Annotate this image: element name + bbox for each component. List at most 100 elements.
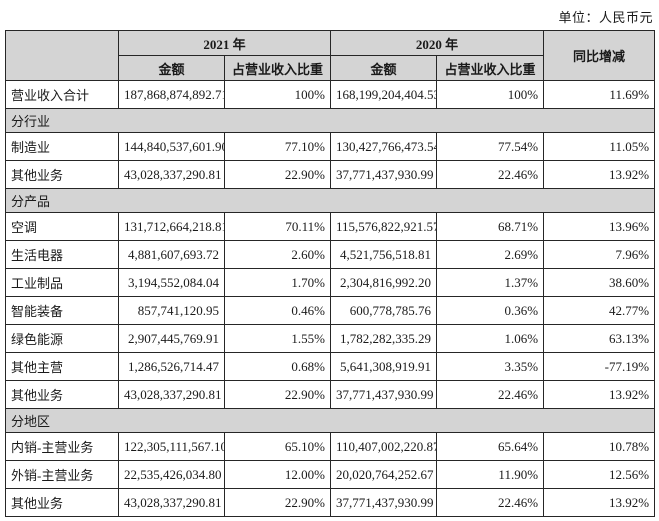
table-row: 其他主营 1,286,526,714.47 0.68% 5,641,308,919.9… bbox=[5, 352, 656, 381]
table-row: 其他业务 43,028,337,290.81 22.90% 37,771,437,93… bbox=[5, 380, 656, 409]
share-2021: 2.60% bbox=[223, 240, 332, 269]
yoy-change: 63.13% bbox=[543, 324, 656, 353]
yoy-change: 12.56% bbox=[543, 460, 656, 489]
unit-label: 单位：人民币元 bbox=[558, 10, 653, 25]
amount-2020: 115,576,822,921.57 bbox=[330, 212, 438, 241]
yoy-change: 38.60% bbox=[543, 268, 656, 297]
section-label: 分产品 bbox=[4, 188, 656, 213]
table-row: 其他业务 43,028,337,290.81 22.90% 37,771,437,93… bbox=[5, 488, 656, 517]
header-amount-2020: 金额 bbox=[330, 55, 438, 81]
yoy-change: 11.05% bbox=[543, 132, 656, 161]
header-year-2021: 2021 年 bbox=[117, 30, 332, 56]
share-2021: 22.90% bbox=[223, 380, 332, 409]
share-2020: 22.46% bbox=[436, 488, 545, 517]
share-2021: 1.55% bbox=[223, 324, 332, 353]
share-2021: 65.10% bbox=[223, 432, 332, 461]
amount-2021: 3,194,552,084.04 bbox=[118, 268, 225, 297]
yoy-change: -77.19% bbox=[543, 352, 656, 381]
amount-2021: 131,712,664,218.81 bbox=[118, 212, 225, 241]
share-2020: 1.37% bbox=[436, 268, 545, 297]
header-share-2021: 占营业收入比重 bbox=[223, 55, 332, 81]
row-label: 空调 bbox=[5, 212, 119, 241]
share-2021: 12.00% bbox=[223, 460, 332, 489]
table-row: 空调 131,712,664,218.81 70.11% 115,576,822,92… bbox=[5, 212, 656, 241]
row-label: 内销-主营业务 bbox=[5, 432, 119, 461]
section-label: 分地区 bbox=[4, 408, 656, 433]
share-2021: 1.70% bbox=[223, 268, 332, 297]
header-row-subcolumns: 金额 占营业收入比重 金额 占营业收入比重 bbox=[6, 55, 655, 81]
amount-2021: 144,840,537,601.90 bbox=[118, 132, 225, 161]
share-2021: 22.90% bbox=[223, 160, 332, 189]
amount-2021: 4,881,607,693.72 bbox=[118, 240, 225, 269]
share-2020: 0.36% bbox=[436, 296, 545, 325]
table-row: 营业收入合计 187,868,874,892.71 100% 168,199,204,… bbox=[5, 80, 656, 109]
row-label: 生活电器 bbox=[5, 240, 119, 269]
header-row-groups: 2021 年 2020 年 同比增减 bbox=[5, 30, 656, 81]
amount-2021: 43,028,337,290.81 bbox=[118, 488, 225, 517]
row-label: 营业收入合计 bbox=[5, 80, 119, 109]
amount-2021: 43,028,337,290.81 bbox=[118, 160, 225, 189]
yoy-change: 10.78% bbox=[543, 432, 656, 461]
amount-2021: 857,741,120.95 bbox=[118, 296, 225, 325]
share-2021: 70.11% bbox=[223, 212, 332, 241]
amount-2021: 187,868,874,892.71 bbox=[118, 80, 225, 109]
share-2020: 3.35% bbox=[436, 352, 545, 381]
amount-2020: 110,407,002,220.87 bbox=[330, 432, 438, 461]
section-row: 分行业 bbox=[4, 108, 656, 133]
table-row: 外销-主营业务 22,535,426,034.80 12.00% 20,020,764… bbox=[5, 460, 656, 489]
amount-2020: 37,771,437,930.99 bbox=[330, 488, 438, 517]
row-label: 其他业务 bbox=[5, 160, 119, 189]
amount-2020: 2,304,816,992.20 bbox=[330, 268, 438, 297]
amount-2021: 43,028,337,290.81 bbox=[118, 380, 225, 409]
yoy-change: 7.96% bbox=[543, 240, 656, 269]
yoy-change: 13.96% bbox=[543, 212, 656, 241]
yoy-change: 42.77% bbox=[543, 296, 656, 325]
amount-2020: 37,771,437,930.99 bbox=[330, 160, 438, 189]
amount-2020: 130,427,766,473.54 bbox=[330, 132, 438, 161]
table-row: 内销-主营业务 122,305,111,567.10 65.10% 110,407,0… bbox=[5, 432, 656, 461]
table-row: 智能装备 857,741,120.95 0.46% 600,778,785.76 0.3… bbox=[5, 296, 656, 325]
row-label: 制造业 bbox=[5, 132, 119, 161]
share-2020: 77.54% bbox=[436, 132, 545, 161]
amount-2021: 1,286,526,714.47 bbox=[118, 352, 225, 381]
amount-2021: 22,535,426,034.80 bbox=[118, 460, 225, 489]
amount-2020: 600,778,785.76 bbox=[330, 296, 438, 325]
table-body: 营业收入合计 187,868,874,892.71 100% 168,199,204,… bbox=[4, 80, 656, 517]
row-label: 智能装备 bbox=[5, 296, 119, 325]
share-2021: 0.68% bbox=[223, 352, 332, 381]
amount-2021: 122,305,111,567.10 bbox=[118, 432, 225, 461]
share-2020: 2.69% bbox=[436, 240, 545, 269]
header-amount-2021: 金额 bbox=[118, 55, 225, 81]
row-label: 其他业务 bbox=[5, 380, 119, 409]
amount-2020: 37,771,437,930.99 bbox=[330, 380, 438, 409]
share-2021: 77.10% bbox=[223, 132, 332, 161]
share-2020: 11.90% bbox=[436, 460, 545, 489]
amount-2020: 168,199,204,404.53 bbox=[330, 80, 438, 109]
table-row: 制造业 144,840,537,601.90 77.10% 130,427,766,4… bbox=[5, 132, 656, 161]
amount-2021: 2,907,445,769.91 bbox=[118, 324, 225, 353]
share-2020: 1.06% bbox=[436, 324, 545, 353]
header-yoy-change: 同比增减 bbox=[543, 30, 656, 81]
header-share-2020: 占营业收入比重 bbox=[436, 55, 545, 81]
section-row: 分产品 bbox=[4, 188, 656, 213]
yoy-change: 11.69% bbox=[543, 80, 656, 109]
table-row: 生活电器 4,881,607,693.72 2.60% 4,521,756,518.8… bbox=[5, 240, 656, 269]
section-label: 分行业 bbox=[4, 108, 656, 133]
share-2020: 22.46% bbox=[436, 160, 545, 189]
table-header: 2021 年 2020 年 同比增减 金额 占营业收入比重 金额 占营业收入比重 bbox=[5, 30, 656, 81]
section-row: 分地区 bbox=[4, 408, 656, 433]
table-row: 绿色能源 2,907,445,769.91 1.55% 1,782,282,335.2… bbox=[5, 324, 656, 353]
row-label: 工业制品 bbox=[5, 268, 119, 297]
table-row: 工业制品 3,194,552,084.04 1.70% 2,304,816,992.2… bbox=[5, 268, 656, 297]
share-2020: 65.64% bbox=[436, 432, 545, 461]
row-label: 外销-主营业务 bbox=[5, 460, 119, 489]
header-year-2020: 2020 年 bbox=[330, 30, 545, 56]
share-2020: 68.71% bbox=[436, 212, 545, 241]
yoy-change: 13.92% bbox=[543, 380, 656, 409]
yoy-change: 13.92% bbox=[543, 160, 656, 189]
table-row: 其他业务 43,028,337,290.81 22.90% 37,771,437,93… bbox=[5, 160, 656, 189]
revenue-breakdown-table: 2021 年 2020 年 同比增减 金额 占营业收入比重 金额 占营业收入比重… bbox=[4, 30, 656, 517]
yoy-change: 13.92% bbox=[543, 488, 656, 517]
share-2020: 100% bbox=[436, 80, 545, 109]
share-2021: 0.46% bbox=[223, 296, 332, 325]
